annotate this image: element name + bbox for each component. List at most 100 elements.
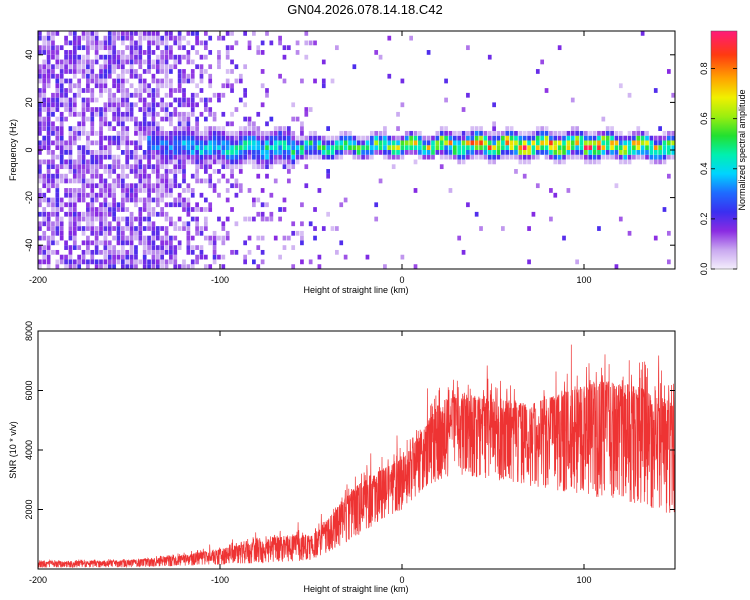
spectrogram-cell	[199, 226, 204, 231]
spectrogram-cell	[195, 35, 199, 41]
spectrogram-cell	[199, 111, 204, 117]
spectrogram-cell	[72, 135, 77, 141]
spectrogram-cell	[208, 50, 213, 55]
spectrogram-cell	[601, 116, 606, 122]
spectrogram-cell	[116, 59, 121, 65]
spectrogram-cell	[90, 130, 95, 136]
spectrogram-cell	[134, 150, 138, 155]
spectrogram-cell	[649, 145, 654, 150]
spectrogram-cell	[173, 164, 178, 170]
spectrogram-cell	[112, 207, 116, 212]
spectrogram-cell	[247, 249, 252, 255]
spectrogram-cell	[295, 154, 300, 160]
spectrogram-cell	[142, 83, 147, 89]
spectrogram-cell	[77, 188, 82, 193]
spectrogram-cell	[116, 121, 121, 127]
spectrogram-cell	[68, 197, 73, 203]
spectrogram-cell	[138, 59, 143, 65]
spectrogram-cell	[59, 130, 64, 136]
spectrogram-cell	[186, 116, 191, 122]
spectrogram-cell	[151, 59, 156, 65]
spectrogram-cell	[68, 64, 73, 70]
spectrogram-cell	[86, 245, 90, 250]
spectrogram-cell	[300, 121, 304, 127]
spectrogram-cell	[479, 154, 483, 160]
spectrogram-cell	[169, 116, 173, 122]
spectrogram-cell	[208, 130, 213, 136]
spectrogram-cell	[68, 192, 73, 198]
spectrogram-cell	[38, 69, 42, 74]
spectrogram-cell	[570, 97, 575, 103]
spectrogram-cell	[383, 264, 387, 269]
spectrogram-cell	[492, 130, 496, 136]
spectrogram-cell	[361, 154, 365, 160]
spectrogram-cell	[199, 254, 204, 260]
spectrogram-cell	[203, 116, 208, 122]
spectrogram-cell	[142, 59, 147, 65]
spectrogram-cell	[94, 140, 99, 146]
spectrogram-cell	[199, 64, 204, 70]
spectrogram-cell	[474, 126, 479, 131]
spectrogram-cell	[103, 35, 108, 41]
spectrogram-cell	[169, 150, 173, 155]
spectrogram-cell	[129, 31, 134, 36]
spectrogram-cell	[238, 126, 243, 131]
spectrogram-cell	[575, 130, 579, 136]
spectrogram-cell	[107, 107, 112, 112]
spectrogram-cell	[138, 92, 143, 98]
spectrogram-cell	[326, 169, 330, 174]
spectrogram-background	[38, 31, 675, 269]
spectrogram-cell	[86, 150, 90, 155]
spectrogram-cell	[627, 150, 632, 155]
spectrogram-cell	[94, 240, 99, 246]
spectrogram-cell	[120, 83, 125, 89]
spectrogram-cell	[623, 154, 628, 160]
spectrogram-cell	[64, 92, 68, 98]
spectrogram-cell	[125, 59, 130, 65]
spectrogram-cell	[46, 169, 51, 174]
spectrogram-cell	[426, 154, 431, 160]
spectrogram-cell	[134, 249, 138, 255]
spectrogram-cell	[203, 40, 208, 46]
spectrogram-cell	[190, 245, 195, 250]
spectrogram-cell	[125, 140, 130, 146]
spectrogram-cell	[666, 140, 671, 146]
spectrogram-cell	[317, 188, 322, 193]
spectrogram-cell	[134, 259, 138, 265]
spectrogram-cell	[300, 150, 304, 155]
spectrogram-cell	[142, 154, 147, 160]
spectrogram-cell	[138, 88, 143, 93]
spectrogram-cell	[42, 45, 47, 51]
spectrogram-cell	[461, 150, 466, 155]
spectrogram-cell	[339, 240, 344, 246]
spectrogram-cell	[182, 197, 186, 203]
spectrogram-cell	[190, 126, 195, 131]
spectrogram-cell	[317, 145, 322, 150]
spectrogram-cell	[125, 116, 130, 122]
spectrogram-cell	[64, 211, 68, 217]
spectrogram-cell	[658, 150, 662, 155]
spectrogram-cell	[570, 154, 575, 160]
spectrogram-cell	[68, 230, 73, 236]
spectrogram-cell	[151, 102, 156, 108]
spectrogram-cell	[94, 50, 99, 55]
spectrogram-cell	[169, 192, 173, 198]
spectrogram-cell	[147, 249, 151, 255]
spectrogram-cell	[51, 97, 55, 103]
spectrogram-cell	[147, 111, 151, 117]
spectrogram-cell	[570, 130, 575, 136]
spectrogram-cell	[221, 226, 226, 231]
spectrogram-cell	[155, 111, 160, 117]
spectrogram-cell	[286, 159, 291, 165]
spectrogram-cell	[147, 202, 151, 208]
colorbar-gradient	[710, 30, 738, 270]
spectrogram-cell	[46, 183, 51, 189]
spectrogram-cell	[134, 188, 138, 193]
spectrogram-cell	[409, 130, 413, 136]
spectrogram-cell	[501, 150, 505, 155]
spectrogram-cell	[86, 45, 90, 51]
spectrogram-cell	[252, 126, 256, 131]
spectrogram-cell	[142, 111, 147, 117]
spectrogram-cell	[160, 78, 165, 84]
spectrogram-cell	[549, 154, 553, 160]
